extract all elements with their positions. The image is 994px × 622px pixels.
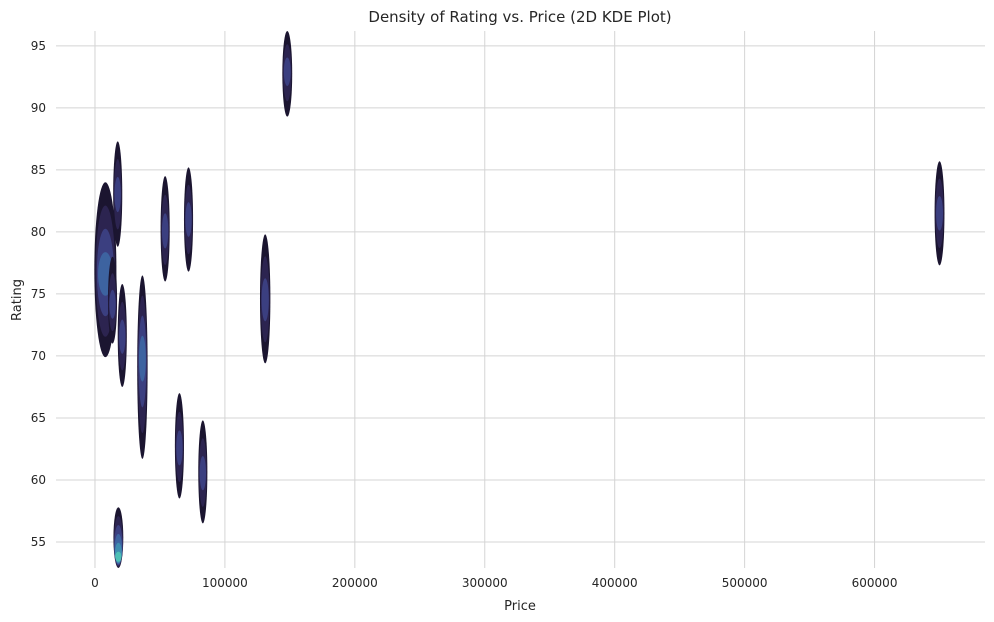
kde-contour-level — [185, 202, 192, 237]
kde-contour-level — [115, 551, 122, 562]
y-tick-label: 85 — [31, 163, 46, 177]
x-tick-label: 500000 — [722, 576, 768, 590]
x-axis-ticks: 0 100000 200000 300000 400000 500000 600000 — [91, 576, 897, 590]
x-tick-label: 200000 — [332, 576, 378, 590]
y-tick-label: 90 — [31, 101, 46, 115]
grid — [56, 31, 985, 568]
kde-blob — [934, 161, 945, 266]
kde-blob — [198, 420, 208, 524]
x-tick-label: 400000 — [592, 576, 638, 590]
kde-blob — [113, 507, 124, 568]
y-tick-label: 55 — [31, 535, 46, 549]
y-tick-label: 80 — [31, 225, 46, 239]
x-tick-label: 600000 — [852, 576, 898, 590]
kde-blob — [174, 393, 184, 499]
x-axis-label: Price — [504, 599, 536, 614]
x-tick-label: 100000 — [202, 576, 248, 590]
kde-contour-level — [176, 430, 183, 466]
kde-blob — [259, 234, 271, 364]
kde-blob — [107, 256, 118, 344]
kde-blob — [160, 176, 170, 282]
kde-blob — [137, 275, 148, 459]
kde-contour-level — [199, 455, 207, 491]
kde-contour-level — [119, 319, 126, 354]
kde-blob — [113, 141, 123, 247]
y-tick-label: 70 — [31, 349, 46, 363]
y-axis-ticks: 55 60 65 70 75 80 85 90 95 — [31, 39, 46, 549]
y-tick-label: 95 — [31, 39, 46, 53]
kde-contour-level — [936, 195, 943, 231]
kde-density-blobs — [94, 31, 945, 568]
y-tick-label: 75 — [31, 287, 46, 301]
chart-title: Density of Rating vs. Price (2D KDE Plot… — [368, 8, 671, 26]
x-tick-label: 0 — [91, 576, 99, 590]
x-tick-label: 300000 — [462, 576, 508, 590]
kde-contour-level — [283, 57, 291, 86]
y-tick-label: 60 — [31, 473, 46, 487]
kde-contour-level — [138, 335, 146, 382]
y-axis-label: Rating — [10, 279, 25, 321]
plot-area — [56, 31, 985, 568]
kde-contour-level — [109, 289, 116, 319]
kde-blob — [183, 167, 194, 272]
kde-contour-level — [261, 278, 269, 322]
kde-blob — [282, 31, 293, 117]
kde-contour-level — [161, 213, 169, 249]
kde-contour-level — [114, 176, 121, 213]
y-tick-label: 65 — [31, 411, 46, 425]
kde-blob — [117, 283, 127, 387]
